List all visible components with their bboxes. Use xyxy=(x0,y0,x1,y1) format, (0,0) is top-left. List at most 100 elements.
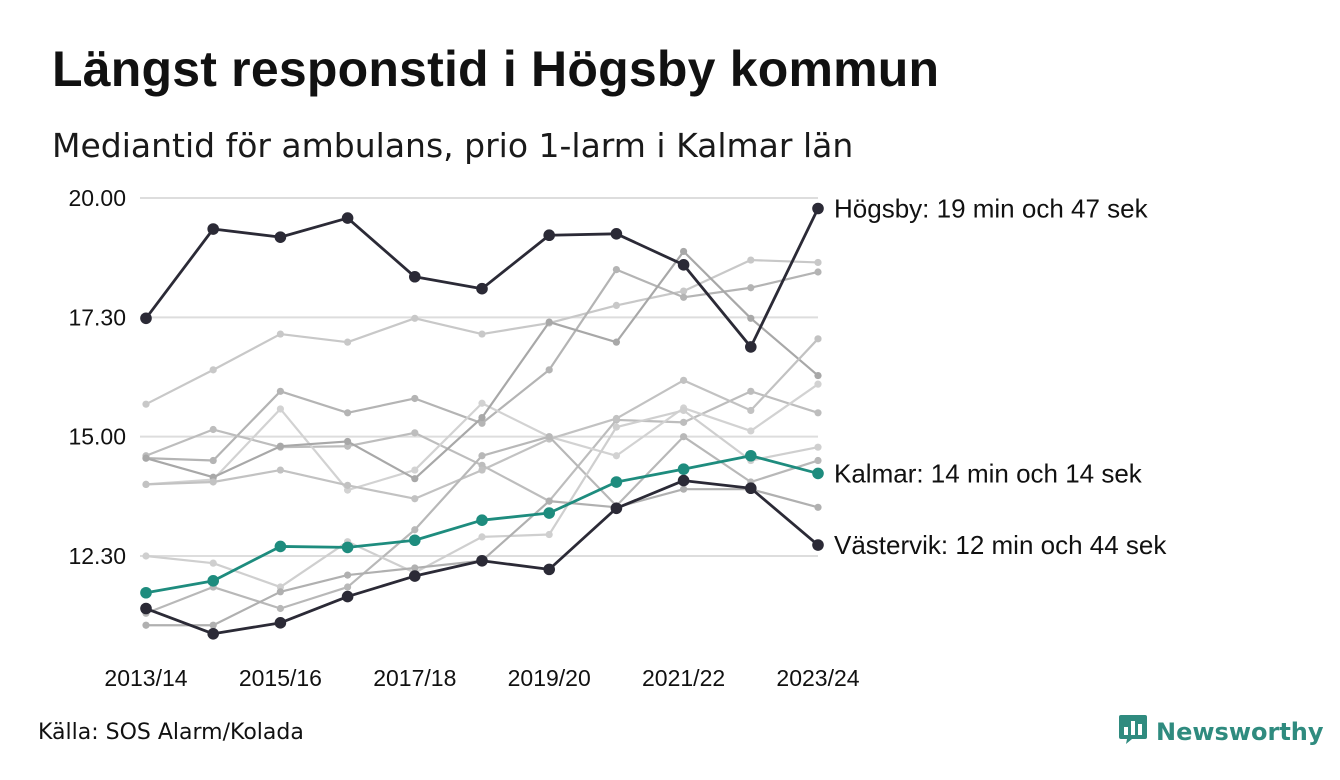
data-point xyxy=(814,268,822,276)
data-point xyxy=(478,399,486,407)
bar-chart-speech-icon xyxy=(1118,713,1148,750)
data-point xyxy=(411,564,419,572)
gridlines xyxy=(140,197,818,557)
series-end-labels: Högsby: 19 min och 47 sek Kalmar: 14 min … xyxy=(834,194,1167,561)
data-point xyxy=(411,314,419,322)
data-point xyxy=(476,282,488,295)
data-point xyxy=(411,495,419,503)
data-point xyxy=(344,583,352,591)
data-point xyxy=(207,575,219,587)
data-point xyxy=(409,534,421,547)
series-line xyxy=(145,268,819,462)
data-point xyxy=(745,449,757,462)
series-end-label: Västervik: 12 min och 44 sek xyxy=(834,530,1167,560)
data-point xyxy=(680,376,688,384)
data-point xyxy=(140,586,152,599)
x-tick-label: 2023/24 xyxy=(776,665,859,691)
data-point xyxy=(812,202,824,215)
y-tick-label: 12.30 xyxy=(68,543,126,569)
data-point xyxy=(276,604,284,613)
data-point xyxy=(209,425,217,434)
data-point xyxy=(276,442,284,450)
x-tick-label: 2019/20 xyxy=(508,665,591,691)
data-point xyxy=(478,330,486,338)
data-point xyxy=(140,312,152,325)
data-point xyxy=(478,466,486,474)
data-point xyxy=(142,552,150,560)
data-point xyxy=(207,628,219,640)
highlight-series-2 xyxy=(140,474,824,640)
data-point xyxy=(411,429,419,437)
data-point xyxy=(344,571,352,579)
data-point xyxy=(747,387,755,395)
data-point xyxy=(274,617,287,629)
y-axis-tick-labels: 20.00 17.30 15.00 12.30 xyxy=(68,185,126,569)
x-tick-label: 2017/18 xyxy=(373,665,456,691)
data-point xyxy=(545,530,553,539)
highlight-series-0 xyxy=(140,202,824,353)
data-point xyxy=(545,433,553,441)
data-point xyxy=(612,301,621,309)
data-point xyxy=(142,454,150,462)
data-point xyxy=(344,437,352,446)
x-tick-label: 2015/16 xyxy=(239,665,322,691)
data-point xyxy=(814,335,822,343)
series-end-label: Högsby: 19 min och 47 sek xyxy=(834,194,1149,224)
data-point xyxy=(478,419,486,427)
newsworthy-logo[interactable]: Newsworthy xyxy=(1118,713,1324,750)
data-point xyxy=(612,414,621,423)
background-series-0 xyxy=(142,256,822,408)
data-point xyxy=(411,475,419,483)
data-point xyxy=(142,400,150,408)
data-point xyxy=(476,554,488,567)
data-point xyxy=(344,409,352,417)
x-axis-tick-labels: 2013/14 2015/16 2017/18 2019/20 2021/22 2023/… xyxy=(104,665,859,691)
data-point xyxy=(747,427,755,435)
data-point xyxy=(612,452,621,460)
source-note: Källa: SOS Alarm/Kolada xyxy=(38,720,304,745)
data-point xyxy=(209,559,217,567)
data-point xyxy=(677,474,690,487)
data-point xyxy=(747,284,755,292)
data-point xyxy=(677,463,690,475)
data-point xyxy=(409,570,421,582)
data-point xyxy=(274,540,287,553)
data-point xyxy=(209,366,217,374)
data-point xyxy=(209,456,217,465)
data-point xyxy=(745,341,757,353)
data-point xyxy=(680,287,688,295)
data-point xyxy=(814,409,822,417)
data-point xyxy=(276,588,284,596)
data-point xyxy=(814,456,822,465)
data-point xyxy=(610,502,623,515)
highlighted-series xyxy=(140,202,824,640)
data-point xyxy=(612,423,621,431)
data-point xyxy=(276,387,284,395)
data-point xyxy=(478,413,486,422)
series-line xyxy=(144,207,820,349)
data-point xyxy=(543,229,555,242)
data-point xyxy=(411,466,419,474)
data-point xyxy=(747,314,755,322)
data-point xyxy=(209,478,217,486)
data-point xyxy=(747,406,755,415)
data-point xyxy=(745,482,757,495)
data-point xyxy=(207,223,219,235)
data-point xyxy=(543,563,555,576)
series-end-label: Kalmar: 14 min och 14 sek xyxy=(834,458,1143,488)
data-point xyxy=(812,539,824,551)
data-point xyxy=(814,371,822,380)
data-point xyxy=(411,526,419,534)
data-point xyxy=(680,485,688,493)
data-point xyxy=(545,497,553,505)
data-point xyxy=(677,259,690,271)
y-tick-label: 20.00 xyxy=(68,185,126,211)
data-point xyxy=(545,366,553,374)
background-series-1 xyxy=(142,266,822,465)
data-point xyxy=(142,621,150,629)
data-point xyxy=(276,405,284,413)
data-point xyxy=(140,602,152,615)
chart-subtitle: Mediantid för ambulans, prio 1-larm i Ka… xyxy=(52,126,854,165)
data-point xyxy=(680,418,688,426)
